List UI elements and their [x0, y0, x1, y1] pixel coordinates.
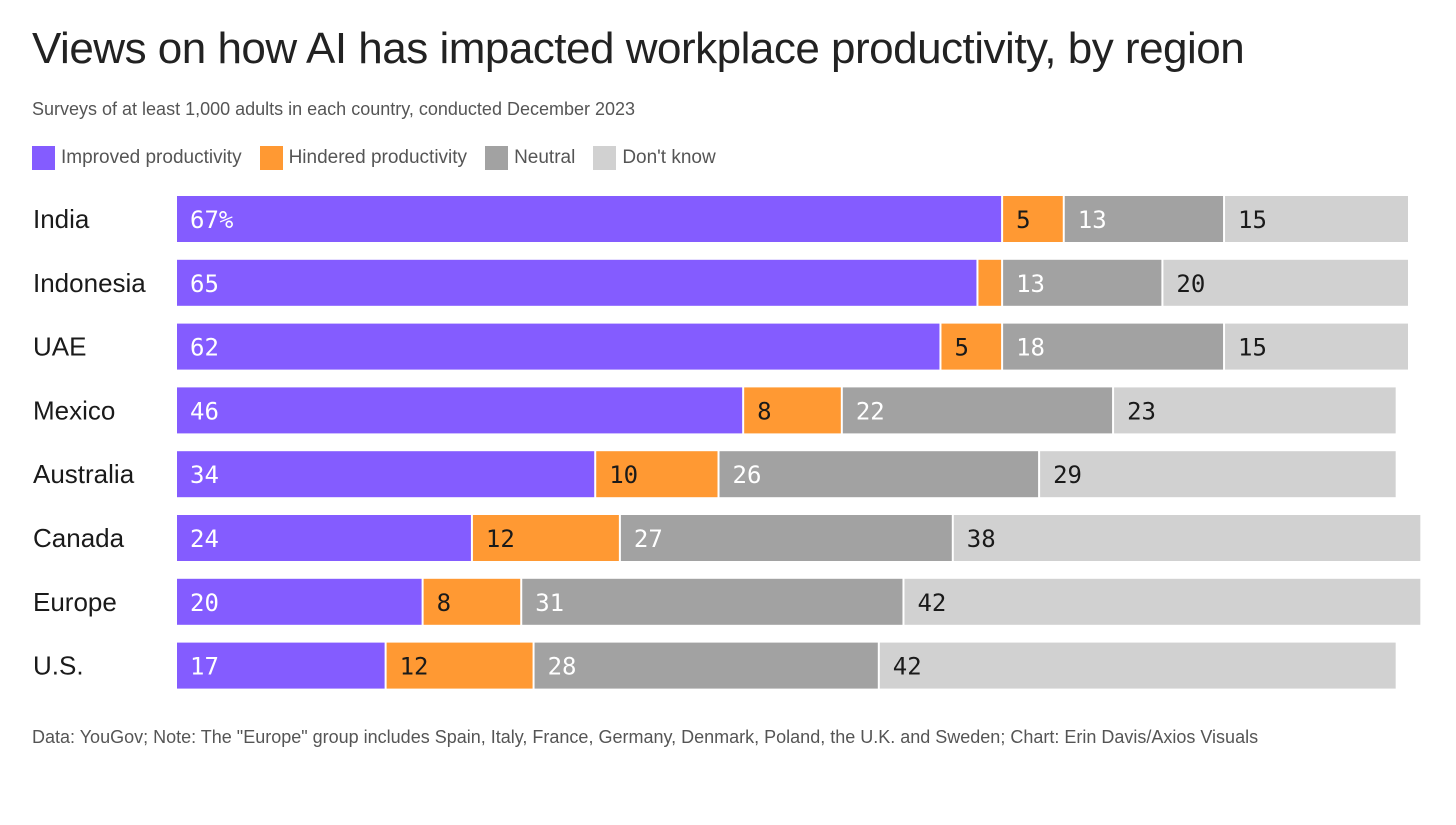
- legend-item-neutral: Neutral: [485, 146, 575, 170]
- bar-segment: [1003, 323, 1224, 370]
- category-label: U.S.: [33, 651, 84, 681]
- legend-label: Hindered productivity: [288, 147, 468, 168]
- data-label: 12: [486, 525, 515, 553]
- data-label: 18: [1016, 334, 1045, 362]
- bar-segment: [842, 387, 1113, 434]
- bar-segment: [978, 259, 1002, 306]
- category-label: Indonesia: [33, 268, 146, 298]
- legend-item-hindered: Hindered productivity: [259, 146, 468, 170]
- data-label: 10: [609, 461, 638, 489]
- bar-segment: [1114, 387, 1396, 434]
- data-label: 12: [400, 653, 429, 681]
- data-label: 26: [733, 461, 762, 489]
- legend-label: Neutral: [514, 147, 576, 168]
- bar-segment: [1163, 259, 1408, 306]
- bar-segment: [904, 578, 1421, 625]
- data-label: 5: [1016, 206, 1030, 234]
- bar-segment: [522, 578, 903, 625]
- bar-segment: [1225, 323, 1408, 370]
- data-label: 29: [1053, 461, 1082, 489]
- data-label: 8: [437, 589, 451, 617]
- bar-segment: [177, 451, 595, 498]
- bar-segment: [423, 578, 521, 625]
- bar-segment: [1003, 196, 1063, 242]
- legend-label: Improved productivity: [61, 147, 242, 168]
- data-label: 23: [1127, 397, 1156, 425]
- data-label: 42: [917, 589, 946, 617]
- data-label: 42: [893, 653, 922, 681]
- bar-segment: [879, 642, 1396, 689]
- data-label: 13: [1078, 206, 1107, 234]
- bar-segment: [472, 515, 619, 561]
- category-label: Australia: [33, 459, 135, 489]
- data-label: 34: [190, 461, 219, 489]
- bar-segment: [177, 642, 385, 689]
- data-label: 20: [1176, 270, 1205, 298]
- chart-subtitle: Surveys of at least 1,000 adults in each…: [32, 99, 636, 119]
- data-label: 31: [535, 589, 564, 617]
- bar-segment: [177, 387, 743, 434]
- bar-segment: [1003, 259, 1162, 306]
- bar-segment: [941, 323, 1002, 370]
- bar-segment: [177, 259, 977, 306]
- bar-segment: [177, 196, 1002, 242]
- data-label: 20: [190, 589, 219, 617]
- legend-item-dont-know: Don't know: [593, 146, 716, 170]
- legend-swatch: [593, 146, 617, 170]
- chart-title: Views on how AI has impacted workplace p…: [32, 24, 1245, 73]
- category-label: UAE: [33, 332, 86, 362]
- bar-segment: [1040, 451, 1396, 498]
- data-label: 46: [190, 397, 219, 425]
- data-label: 13: [1016, 270, 1045, 298]
- bar-segment: [719, 451, 1039, 498]
- data-label: 62: [190, 334, 219, 362]
- category-label: Europe: [33, 587, 117, 617]
- bar-segment: [744, 387, 841, 434]
- bar-segment: [620, 515, 952, 561]
- data-label: 24: [190, 525, 219, 553]
- category-label: Mexico: [33, 395, 115, 425]
- data-label: 17: [190, 653, 219, 681]
- legend-label: Don't know: [622, 147, 716, 168]
- bar-segment: [596, 451, 718, 498]
- category-label: Canada: [33, 523, 125, 553]
- bar-segment: [177, 578, 422, 625]
- category-label: India: [33, 204, 90, 234]
- data-label: 15: [1238, 206, 1267, 234]
- data-label: 28: [548, 653, 577, 681]
- data-label: 8: [757, 397, 771, 425]
- bar-segment: [386, 642, 533, 689]
- bar-segment: [177, 515, 471, 561]
- data-label: 65: [190, 270, 219, 298]
- legend-item-improved: Improved productivity: [32, 146, 242, 170]
- data-label: 15: [1238, 334, 1267, 362]
- data-label: 22: [856, 397, 885, 425]
- legend-swatch: [32, 146, 55, 170]
- legend-swatch: [485, 146, 509, 170]
- bar-segment: [1225, 196, 1408, 242]
- legend-swatch: [259, 146, 283, 170]
- bar-segment: [953, 515, 1421, 561]
- data-label: 38: [967, 525, 996, 553]
- data-label: 27: [634, 525, 663, 553]
- bar-segment: [534, 642, 878, 689]
- legend: Improved productivity Hindered productiv…: [32, 146, 716, 170]
- bar-segment: [1064, 196, 1224, 242]
- chart-footer: Data: YouGov; Note: The "Europe" group i…: [32, 727, 1259, 747]
- data-label: 5: [954, 334, 968, 362]
- data-label: 67%: [190, 206, 234, 234]
- bar-segment: [177, 323, 940, 370]
